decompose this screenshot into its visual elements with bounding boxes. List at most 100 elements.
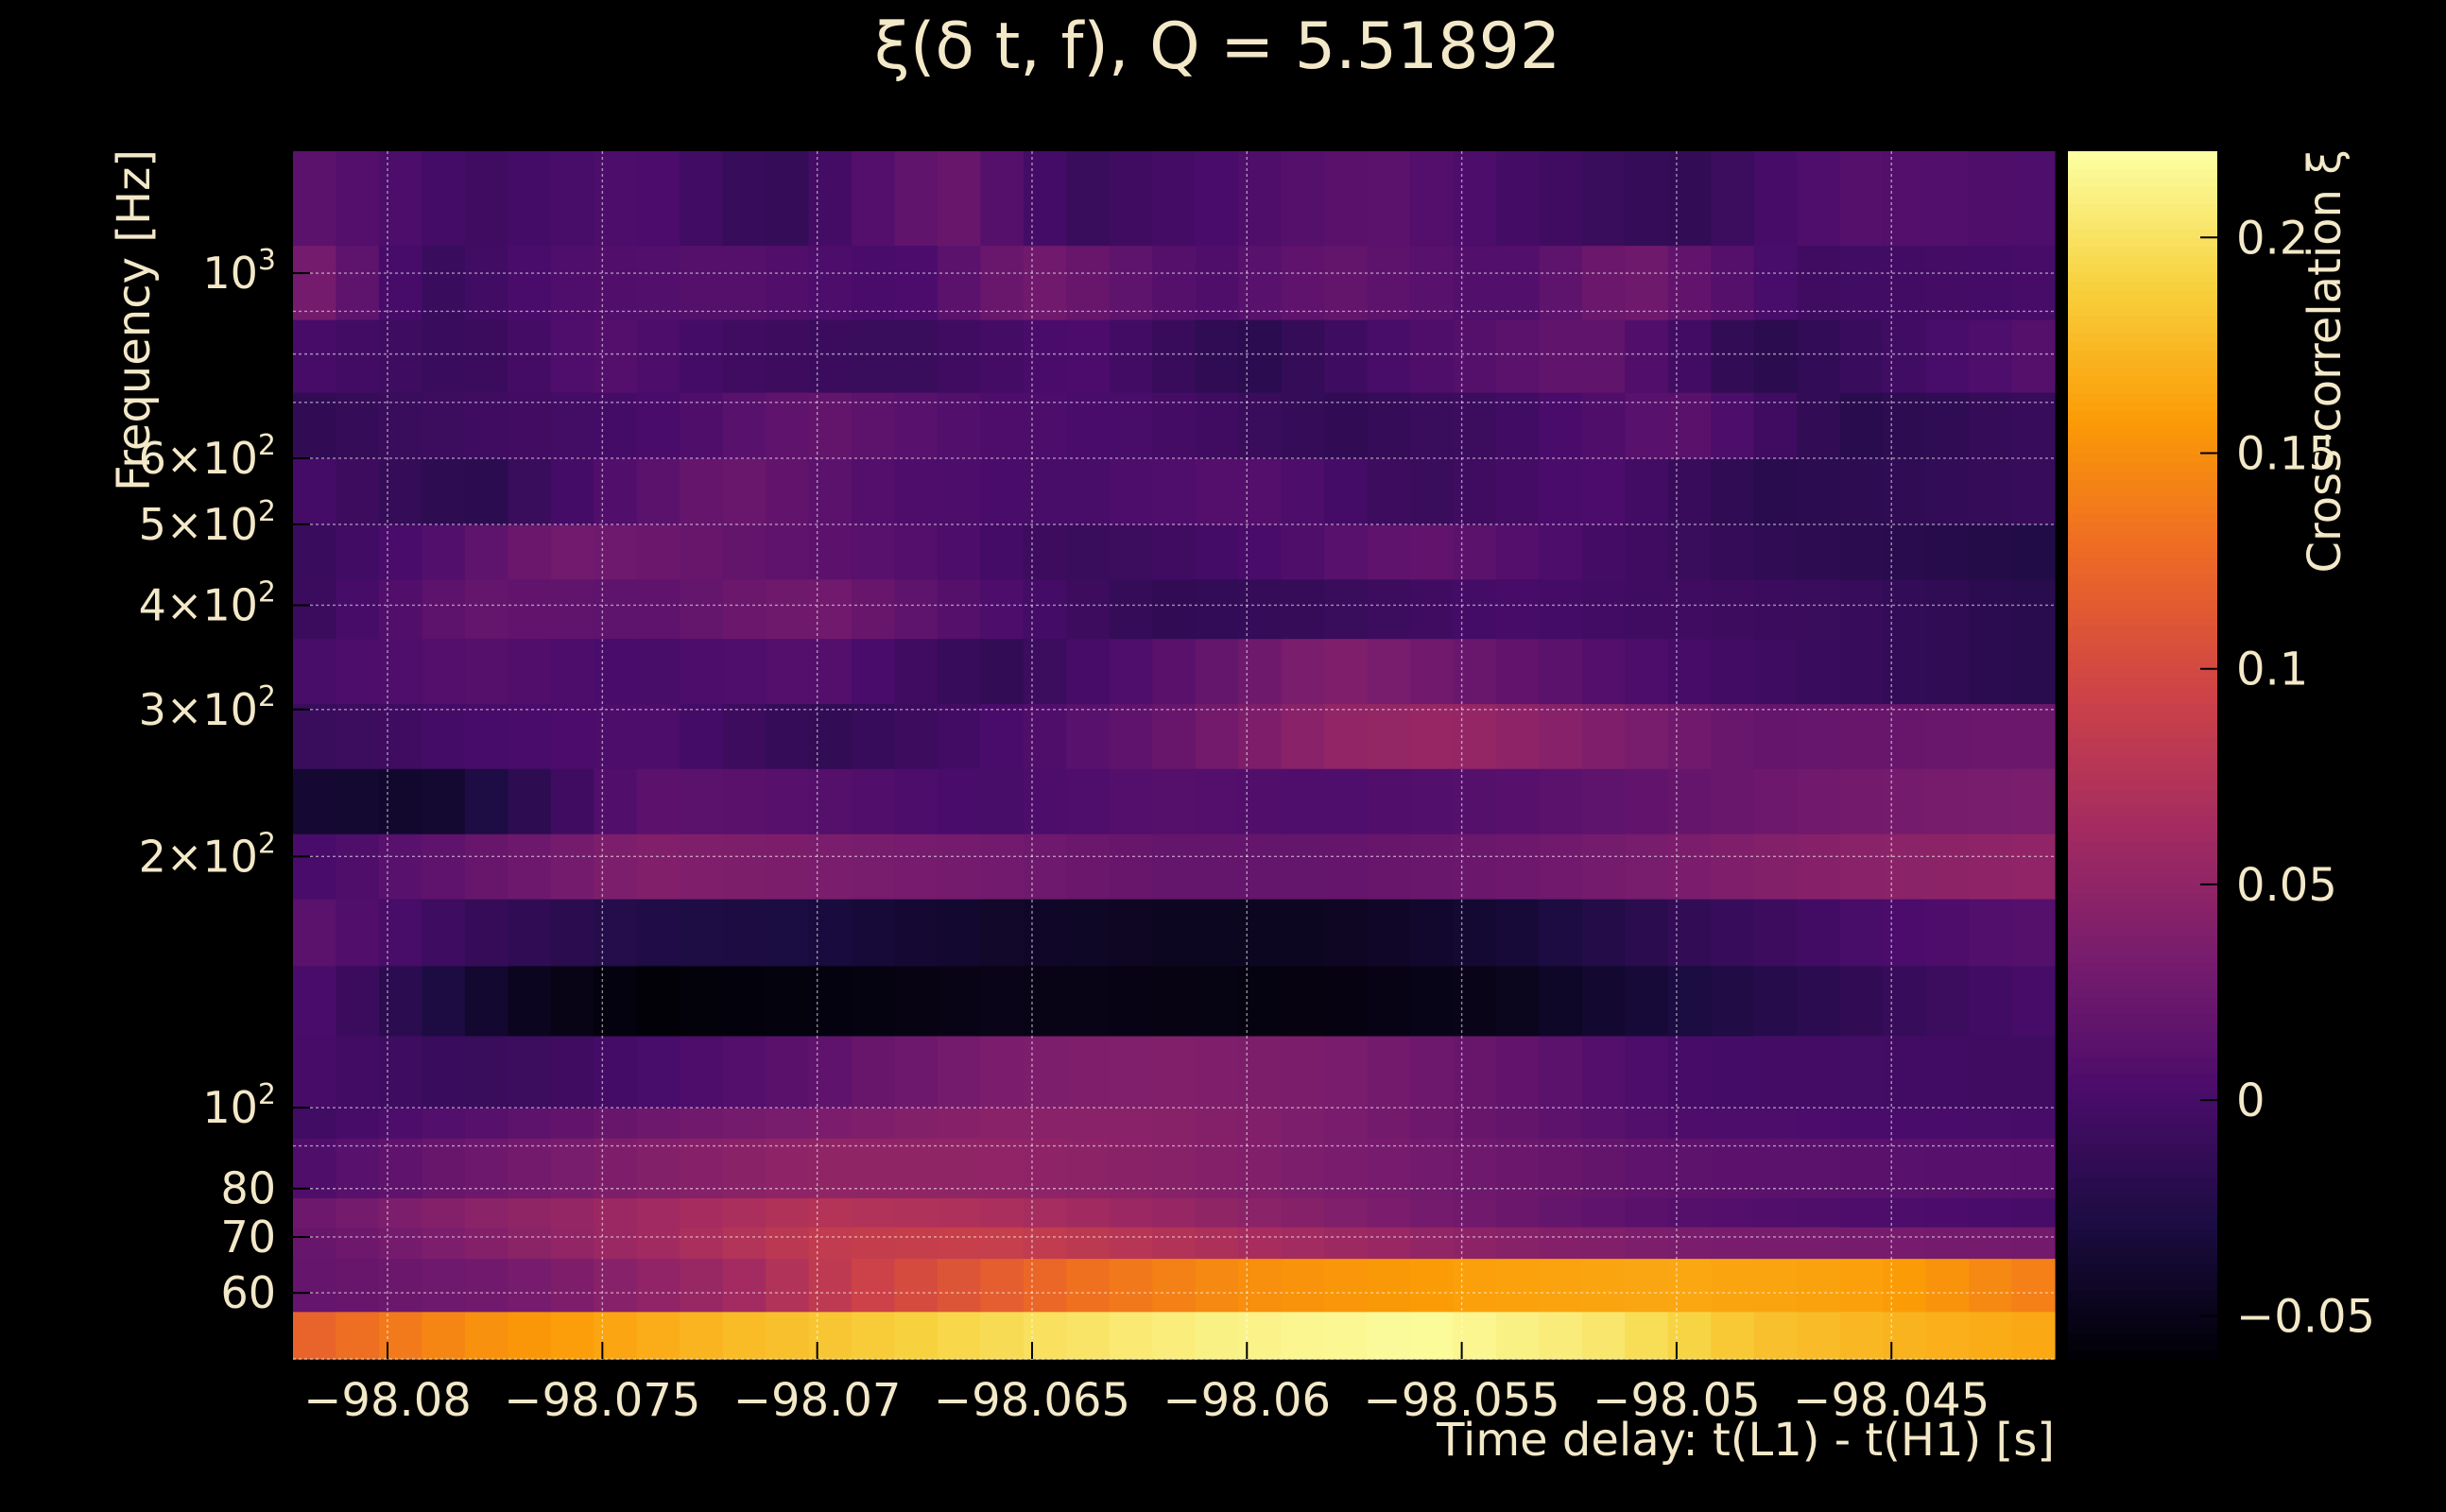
- heatmap-cell: [1410, 151, 1455, 247]
- heatmap-cell: [1839, 703, 1884, 769]
- heatmap-cell: [1066, 1311, 1111, 1360]
- heatmap-cell: [1925, 151, 1970, 247]
- heatmap-cell: [1238, 1197, 1283, 1228]
- heatmap-cell: [1925, 1258, 1970, 1313]
- heatmap-cell: [1281, 1311, 1325, 1360]
- heatmap-cell: [1410, 833, 1455, 900]
- colorbar-segment: [2068, 953, 2217, 963]
- heatmap-cell: [1711, 1197, 1755, 1228]
- heatmap-cell: [1410, 1227, 1455, 1260]
- heatmap-cell: [1883, 524, 1927, 580]
- heatmap-cell: [508, 703, 552, 769]
- heatmap-cell: [1839, 245, 1884, 320]
- heatmap-cell: [1625, 1258, 1669, 1313]
- heatmap-cell: [766, 578, 810, 640]
- heatmap-cell: [1066, 578, 1111, 640]
- colorbar-segment: [2068, 1324, 2217, 1334]
- heatmap-cell: [1925, 768, 1970, 834]
- heatmap-cell: [1238, 1311, 1283, 1360]
- heatmap-cell: [1711, 524, 1755, 580]
- heatmap-cell: [422, 965, 466, 1037]
- heatmap-cell: [1925, 1035, 1970, 1108]
- heatmap-cell: [1023, 638, 1067, 705]
- heatmap-cell: [894, 703, 939, 769]
- colorbar-segment: [2068, 488, 2217, 497]
- heatmap-cell: [1410, 524, 1455, 580]
- heatmap-cell: [1324, 1035, 1369, 1108]
- heatmap-cell: [1495, 899, 1541, 967]
- heatmap-cell: [1495, 524, 1541, 580]
- heatmap-cell: [1711, 965, 1755, 1037]
- heatmap-cell: [636, 392, 680, 459]
- heatmap-cell: [378, 833, 422, 900]
- heatmap-cell: [550, 1197, 594, 1228]
- heatmap-cell: [1625, 578, 1669, 640]
- heatmap-cell: [894, 638, 939, 705]
- colorbar-label: Cross-correlation ξ: [2299, 149, 2351, 573]
- heatmap-cell: [1195, 1035, 1239, 1108]
- heatmap-cell: [1367, 245, 1411, 320]
- heatmap-cell: [594, 1258, 638, 1313]
- heatmap-cell: [636, 1197, 680, 1228]
- heatmap-cell: [766, 524, 810, 580]
- heatmap-cell: [980, 245, 1025, 320]
- heatmap-cell: [808, 1035, 853, 1108]
- y-tick-label: 102: [202, 1078, 276, 1133]
- heatmap-cell: [1109, 1227, 1153, 1260]
- colorbar-tick-label: 0.2: [2236, 212, 2308, 265]
- heatmap-cell: [1281, 768, 1325, 834]
- y-tick-label: 70: [220, 1211, 276, 1263]
- heatmap-cell: [852, 1258, 896, 1313]
- heatmap-cell: [1539, 524, 1583, 580]
- heatmap-cell: [1969, 1035, 2013, 1108]
- colorbar-segment: [2068, 1280, 2217, 1291]
- heatmap-cell: [937, 578, 982, 640]
- heatmap-cell: [1410, 1197, 1455, 1228]
- heatmap-cell: [1539, 1197, 1583, 1228]
- heatmap-cell: [422, 1258, 466, 1313]
- colorbar-segment: [2068, 1272, 2217, 1282]
- heatmap-cell: [1839, 768, 1884, 834]
- heatmap-cell: [508, 245, 552, 320]
- x-tick-label: −98.055: [1364, 1374, 1560, 1427]
- heatmap-cell: [722, 1227, 767, 1260]
- heatmap-cell: [894, 151, 939, 247]
- heatmap-cell: [1023, 1197, 1067, 1228]
- heatmap-cell: [937, 392, 982, 459]
- heatmap-cell: [636, 1108, 680, 1139]
- heatmap-cell: [1195, 524, 1239, 580]
- heatmap-cell: [1281, 1258, 1325, 1313]
- heatmap-cell: [1152, 833, 1197, 900]
- heatmap-cell: [1883, 703, 1927, 769]
- heatmap-cell: [1023, 1138, 1067, 1199]
- heatmap-cell: [1238, 965, 1283, 1037]
- heatmap-cell: [1066, 1197, 1111, 1228]
- heatmap-cell: [980, 768, 1025, 834]
- colorbar-segment: [2068, 712, 2217, 722]
- heatmap-cell: [1969, 1197, 2013, 1228]
- heatmap-cell: [464, 245, 508, 320]
- heatmap-cell: [1581, 392, 1626, 459]
- colorbar-segment: [2068, 1082, 2217, 1092]
- heatmap-cell: [550, 457, 594, 525]
- heatmap-cell: [1367, 319, 1411, 393]
- heatmap-cell: [636, 833, 680, 900]
- heatmap-cell: [508, 638, 552, 705]
- colorbar-segment: [2068, 703, 2217, 713]
- heatmap-cell: [937, 151, 982, 247]
- heatmap-cell: [378, 1227, 422, 1260]
- colorbar-segment: [2068, 1117, 2217, 1127]
- heatmap-cell: [894, 1035, 939, 1108]
- heatmap-cell: [1410, 768, 1455, 834]
- heatmap-cell: [766, 965, 810, 1037]
- heatmap-cell: [1925, 965, 1970, 1037]
- colorbar: −0.05 0 0.05 0.1 0.15 0.2: [2068, 151, 2375, 1360]
- heatmap-cell: [1667, 1227, 1712, 1260]
- heatmap-cell: [937, 703, 982, 769]
- heatmap-cell: [680, 1227, 724, 1260]
- heatmap-cell: [680, 638, 724, 705]
- heatmap-cell: [1581, 899, 1626, 967]
- colorbar-segment: [2068, 971, 2217, 981]
- heatmap-cell: [636, 319, 680, 393]
- heatmap-cell: [1109, 1258, 1153, 1313]
